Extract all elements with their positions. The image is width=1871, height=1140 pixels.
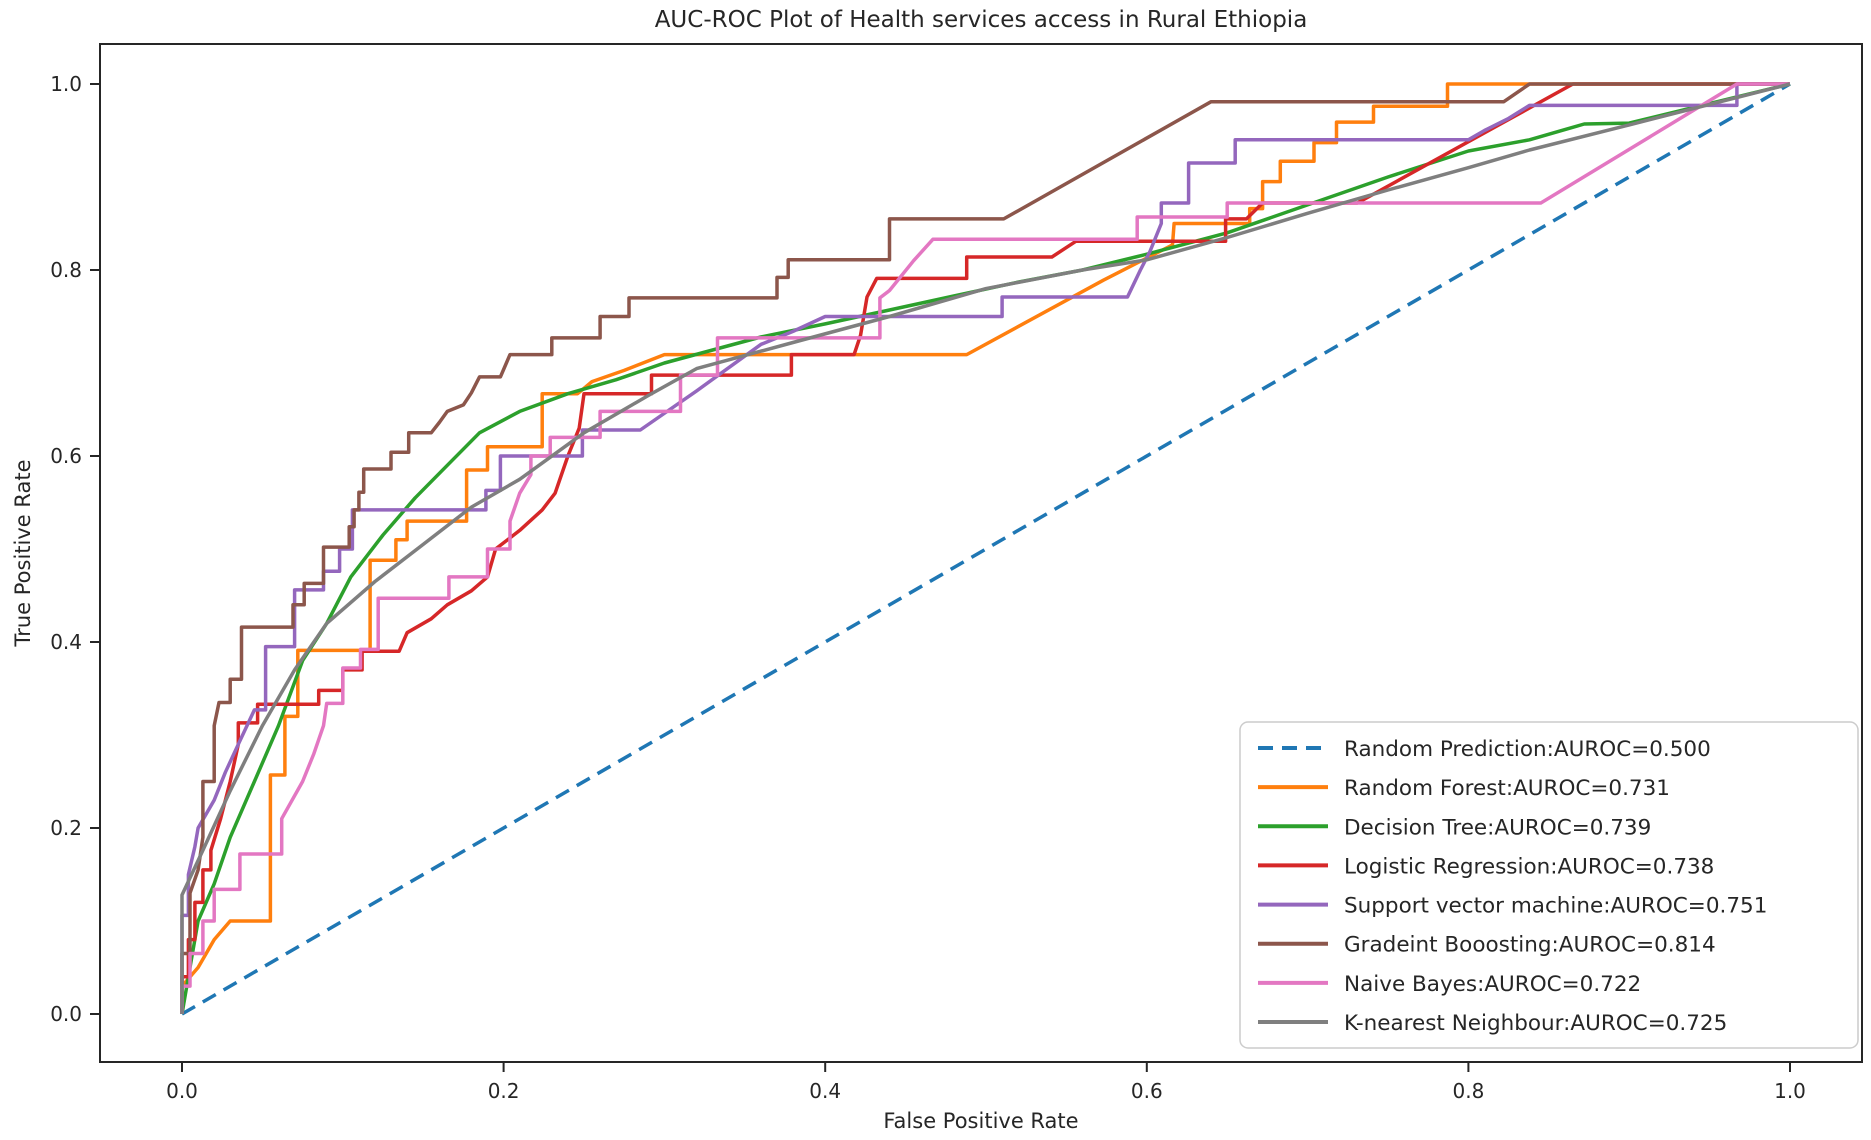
legend-label-decision-tree: Decision Tree:AUROC=0.739 (1344, 815, 1651, 840)
series-line-naive-bayes (180, 82, 1790, 1014)
x-tick-label: 1.0 (1774, 1079, 1806, 1103)
legend-label-random-forest: Random Forest:AUROC=0.731 (1344, 776, 1670, 801)
x-tick-label: 0.0 (166, 1079, 198, 1103)
x-tick-label: 0.8 (1452, 1079, 1484, 1103)
legend-box (1239, 721, 1859, 1049)
series-line-random-prediction (181, 82, 1791, 1016)
y-axis-label: True Positive Rate (11, 459, 35, 647)
plot-border (99, 43, 1863, 1063)
series-line-gradient-boosting (180, 82, 1790, 1014)
x-tick-label: 0.2 (488, 1079, 520, 1103)
x-tick-label: 0.6 (1131, 1079, 1163, 1103)
series-line-logistic-regression (180, 82, 1790, 1014)
x-axis-label: False Positive Rate (883, 1109, 1078, 1133)
x-tick-label: 0.4 (809, 1079, 841, 1103)
y-tick-label: 0.8 (50, 258, 82, 282)
series-line-support-vector-machine (180, 82, 1790, 1014)
y-tick-label: 0.0 (50, 1002, 82, 1026)
y-tick-label: 0.6 (50, 444, 82, 468)
legend-label-k-nearest-neighbour: K-nearest Neighbour:AUROC=0.725 (1344, 1011, 1727, 1036)
legend-label-naive-bayes: Naive Bayes:AUROC=0.722 (1344, 972, 1641, 997)
roc-curves (180, 82, 1791, 1016)
legend-label-gradient-boosting: Gradeint Booosting:AUROC=0.814 (1344, 933, 1716, 958)
chart-title: AUC-ROC Plot of Health services access i… (655, 7, 1308, 33)
y-tick-label: 0.2 (50, 816, 82, 840)
legend: Random Prediction:AUROC=0.500 Random Fore… (1239, 721, 1859, 1049)
y-tick-label: 1.0 (50, 72, 82, 96)
series-line-k-nearest-neighbour (180, 82, 1791, 1014)
legend-label-random-prediction: Random Prediction:AUROC=0.500 (1344, 737, 1711, 762)
y-tick-label: 0.4 (50, 630, 82, 654)
legend-label-logistic-regression: Logistic Regression:AUROC=0.738 (1344, 854, 1714, 879)
series-line-random-forest (180, 82, 1790, 1014)
legend-label-support-vector-machine: Support vector machine:AUROC=0.751 (1344, 894, 1767, 919)
series-line-decision-tree (180, 82, 1791, 1015)
axis-ticks: 0.0 0.2 0.4 0.6 0.8 1.0 0.0 0.2 0.4 0.6 0.8 1.0 (50, 72, 1806, 1103)
